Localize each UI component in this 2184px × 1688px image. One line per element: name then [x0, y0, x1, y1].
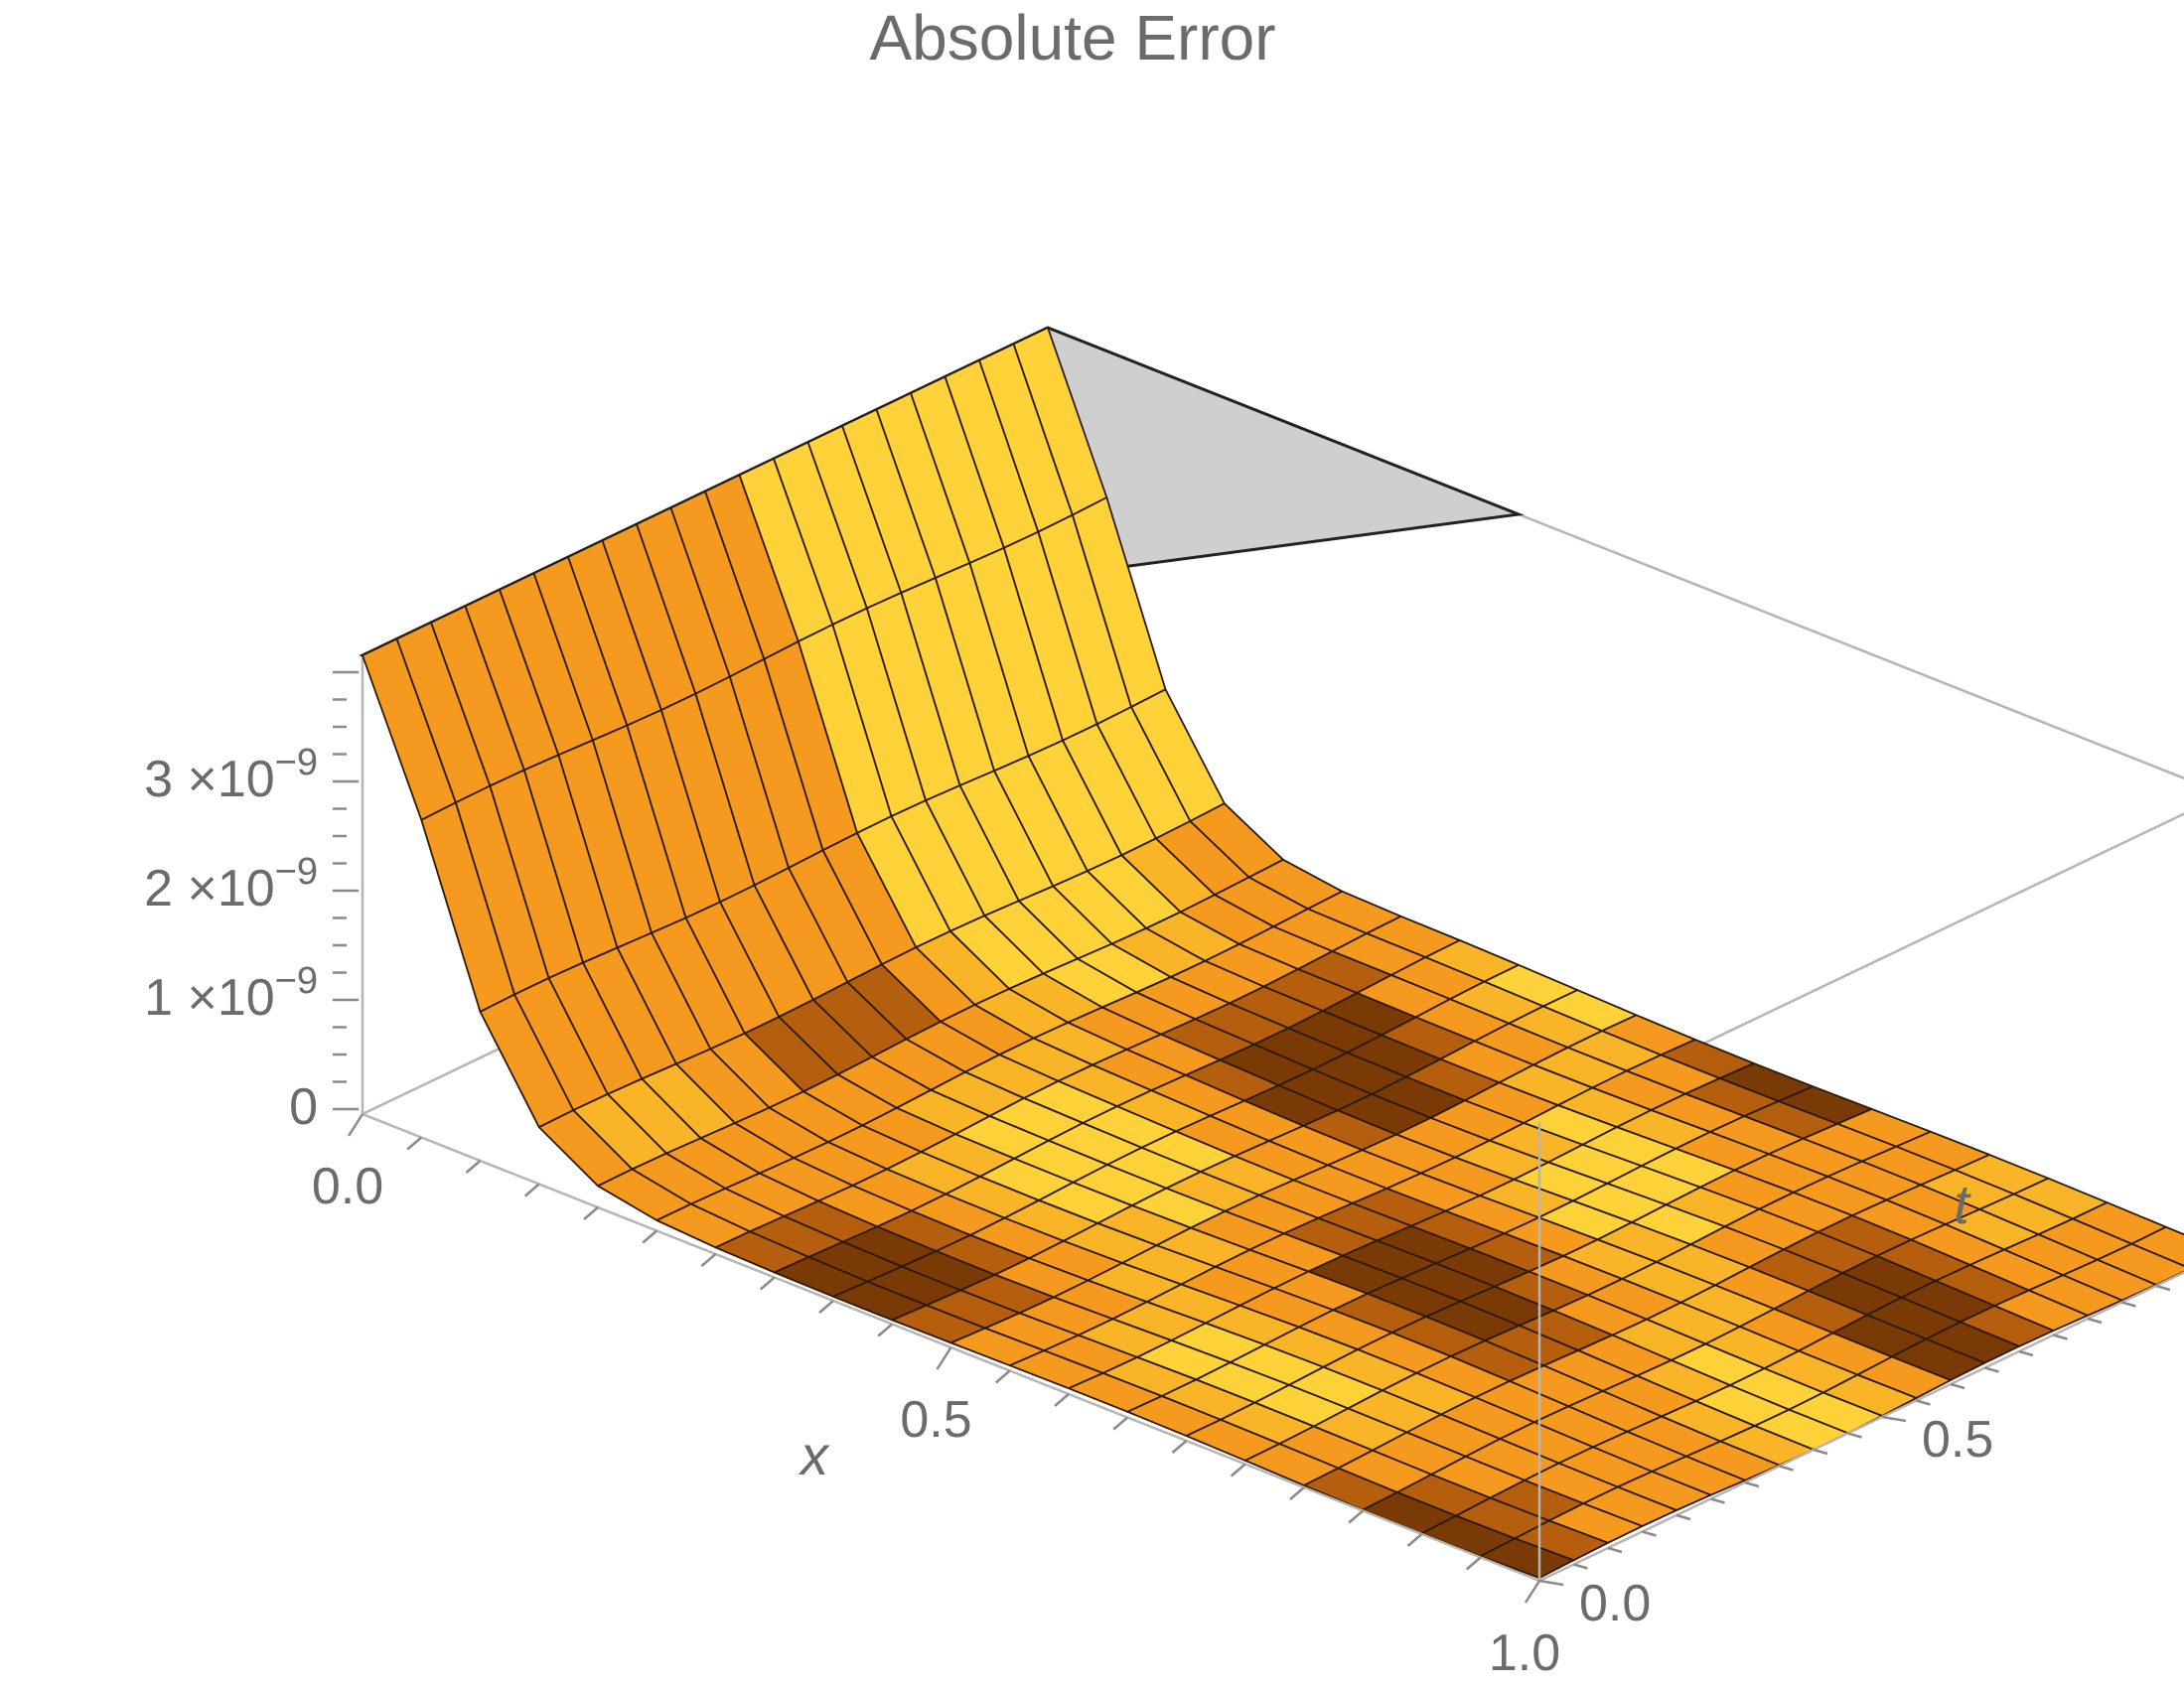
z-tick-label: 1 ×10−9	[144, 960, 318, 1027]
x-axis-label: x	[798, 1424, 830, 1486]
tick-mark	[2121, 1301, 2136, 1308]
tick-mark	[1710, 1497, 1725, 1504]
tick-mark	[1881, 1415, 1907, 1423]
tick-mark	[1406, 1533, 1423, 1547]
tick-mark	[2018, 1349, 2034, 1357]
tick-mark	[1348, 1509, 1365, 1524]
tick-mark	[1054, 1393, 1070, 1407]
tick-mark	[2155, 1284, 2171, 1292]
tick-mark	[1607, 1546, 1623, 1554]
chart-title: Absolute Error	[869, 2, 1275, 73]
z-tick-label: 0	[289, 1078, 318, 1136]
tick-mark	[2087, 1317, 2103, 1325]
t-tick-label: 0.5	[1922, 1411, 1993, 1469]
tick-mark	[1950, 1382, 1966, 1390]
tick-mark	[1573, 1563, 1588, 1570]
tick-mark	[2053, 1334, 2068, 1340]
tick-mark	[1538, 1579, 1564, 1587]
error-surface	[359, 326, 2184, 1579]
tick-mark	[523, 1183, 540, 1197]
x-tick-label: 0.0	[312, 1158, 383, 1215]
tick-mark	[700, 1253, 717, 1267]
tick-mark	[759, 1276, 776, 1291]
tick-mark	[1524, 1580, 1541, 1604]
tick-mark	[1744, 1480, 1760, 1488]
tick-mark	[877, 1323, 894, 1337]
surface-cell	[1479, 1537, 1575, 1579]
z-tick-label: 3 ×10−9	[144, 742, 318, 808]
tick-mark	[1779, 1465, 1794, 1472]
tick-mark	[1984, 1366, 1999, 1373]
tick-mark	[1813, 1448, 1828, 1456]
tick-mark	[1916, 1399, 1931, 1406]
tick-mark	[936, 1346, 952, 1370]
x-tick-label: 1.0	[1489, 1624, 1560, 1682]
tick-mark	[347, 1113, 364, 1137]
x-tick-label: 0.5	[900, 1391, 971, 1449]
tick-mark	[1171, 1440, 1188, 1454]
tick-mark	[1230, 1463, 1246, 1477]
tick-mark	[1289, 1486, 1305, 1500]
tick-mark	[642, 1229, 658, 1244]
tick-mark	[1112, 1416, 1129, 1431]
tick-mark	[465, 1160, 482, 1174]
tick-mark	[994, 1369, 1011, 1384]
tick-mark	[1465, 1556, 1482, 1571]
t-axis-label: t	[1954, 1173, 1971, 1235]
tick-mark	[818, 1300, 834, 1314]
tick-mark	[1642, 1530, 1657, 1537]
tick-mark	[406, 1136, 423, 1151]
t-tick-label: 0.0	[1579, 1575, 1651, 1632]
tick-mark	[1847, 1432, 1862, 1439]
z-tick-label: 2 ×10−9	[144, 851, 318, 917]
tick-mark	[583, 1206, 599, 1220]
tick-mark	[1675, 1513, 1691, 1521]
